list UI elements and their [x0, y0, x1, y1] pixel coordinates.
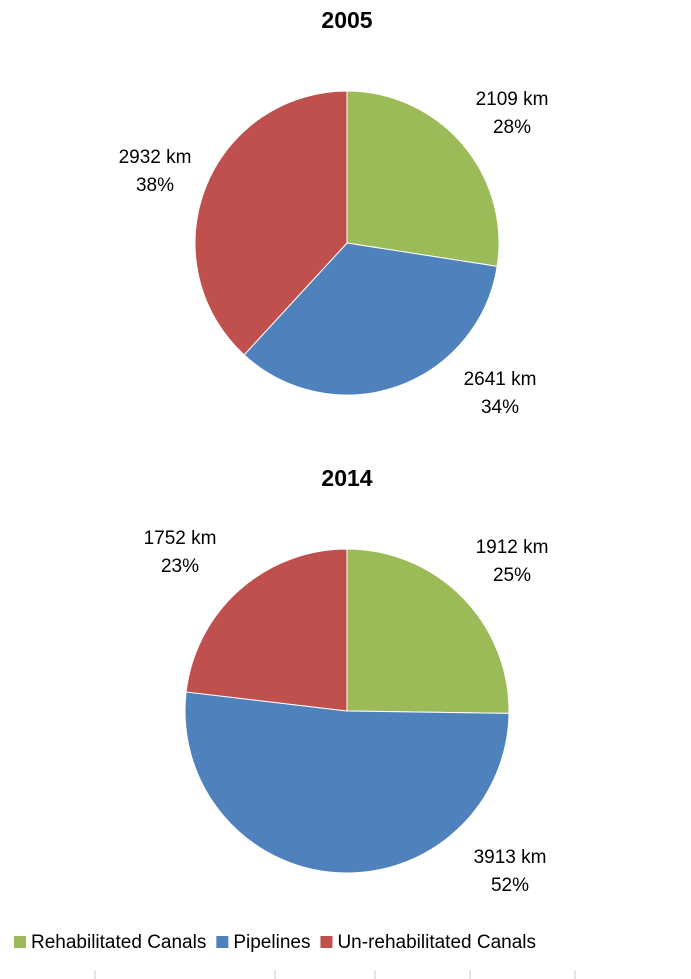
pie-slice — [346, 548, 510, 714]
chart-title: 2014 — [321, 465, 372, 491]
legend-label: Pipelines — [233, 932, 310, 953]
percent-label: 52% — [491, 875, 529, 896]
pie-slice — [185, 548, 348, 712]
pie-slice — [243, 242, 498, 396]
legend-swatch — [216, 936, 229, 948]
chart-title: 2005 — [321, 7, 372, 33]
percent-label: 25% — [493, 565, 531, 586]
pie-slice — [194, 90, 348, 356]
value-label: 2641 km — [464, 369, 537, 390]
pie-slice — [184, 691, 510, 874]
percent-label: 23% — [161, 556, 199, 577]
value-label: 1912 km — [476, 537, 549, 558]
value-label: 2932 km — [119, 147, 192, 168]
legend-label: Rehabilitated Canals — [31, 932, 206, 953]
legend-swatch — [320, 936, 333, 948]
pie-slice — [346, 90, 500, 267]
percent-label: 28% — [493, 117, 531, 138]
percent-label: 34% — [481, 397, 519, 418]
value-label: 1752 km — [144, 528, 217, 549]
value-label: 3913 km — [474, 847, 547, 868]
value-label: 2109 km — [476, 89, 549, 110]
legend-swatch — [14, 936, 26, 948]
legend-label: Un-rehabilitated Canals — [337, 932, 536, 953]
percent-label: 38% — [136, 175, 174, 196]
